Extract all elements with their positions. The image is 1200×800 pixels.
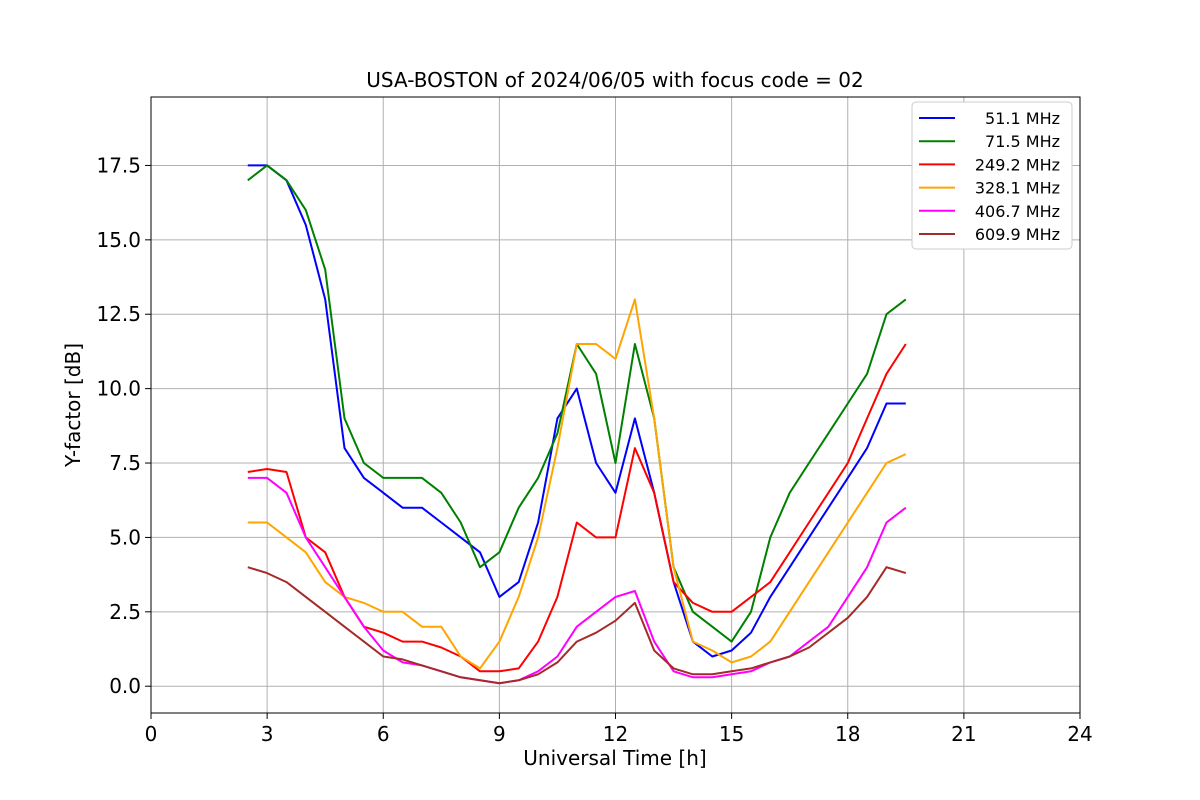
y-tick-label: 7.5: [109, 451, 141, 475]
legend-label: 609.9 MHz: [975, 225, 1060, 244]
x-tick-label: 0: [145, 722, 158, 746]
y-tick-label: 17.5: [96, 153, 141, 177]
legend-label: 51.1 MHz: [985, 109, 1060, 128]
x-tick-label: 21: [951, 722, 976, 746]
legend-label: 328.1 MHz: [975, 179, 1060, 198]
y-tick-label: 10.0: [96, 377, 141, 401]
y-axis: 0.0 2.5 5.0 7.5 10.0 12.5 15.0 17.5: [96, 153, 151, 698]
x-tick-label: 3: [261, 722, 274, 746]
x-tick-label: 15: [719, 722, 744, 746]
legend-label: 249.2 MHz: [975, 155, 1060, 174]
y-tick-label: 0.0: [109, 674, 141, 698]
legend-box: [911, 101, 1073, 250]
x-axis-label: Universal Time [h]: [523, 746, 706, 770]
y-tick-label: 15.0: [96, 228, 141, 252]
y-tick-label: 5.0: [109, 525, 141, 549]
x-tick-label: 6: [377, 722, 390, 746]
x-tick-label: 18: [835, 722, 860, 746]
series-line-4: [247, 476, 907, 685]
y-tick-label: 2.5: [109, 600, 141, 624]
y-axis-label: Y-factor [dB]: [61, 343, 85, 468]
legend-label: 406.7 MHz: [975, 202, 1060, 221]
x-tick-label: 9: [493, 722, 506, 746]
series-line-0: [247, 164, 906, 658]
y-tick-label: 12.5: [96, 302, 141, 326]
x-tick-label: 12: [603, 722, 628, 746]
x-axis: 0 3 6 9 12 15 18 21 24: [145, 713, 1093, 746]
series-layer: [247, 164, 907, 685]
series-line-5: [247, 566, 907, 685]
x-tick-label: 24: [1067, 722, 1092, 746]
series-line-3: [247, 298, 907, 670]
chart-title: USA-BOSTON of 2024/06/05 with focus code…: [366, 68, 863, 92]
legend: 51.1 MHz 71.5 MHz 249.2 MHz 328.1 MHz 406.7 …: [911, 101, 1073, 250]
legend-label: 71.5 MHz: [985, 132, 1060, 151]
